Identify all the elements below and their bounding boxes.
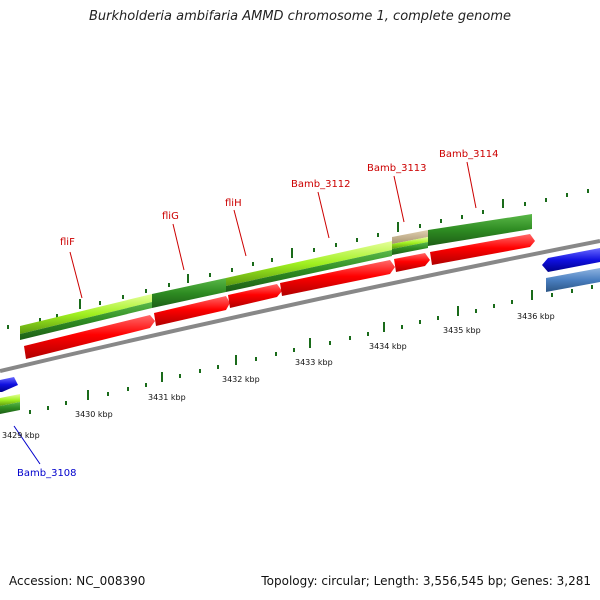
cds-track [24, 234, 535, 359]
inner-ticks [29, 285, 593, 414]
gene-bar[interactable] [392, 230, 428, 244]
gene-bar[interactable] [392, 237, 428, 249]
gene-bar[interactable] [392, 242, 428, 255]
gene-bar[interactable] [226, 241, 392, 286]
gene-label[interactable]: fliH [225, 198, 242, 209]
scale-label: 3433 kbp [295, 358, 333, 367]
gene-label[interactable]: Bamb_3114 [439, 149, 499, 160]
cds-arrow[interactable] [542, 248, 600, 272]
gene-bar[interactable] [0, 402, 20, 414]
cds-arrow[interactable] [228, 284, 282, 308]
gene-bar[interactable] [226, 250, 392, 292]
genome-summary-text: Topology: circular; Length: 3,556,545 bp… [261, 574, 591, 588]
gene-bar[interactable] [428, 214, 532, 246]
scale-label: 3436 kbp [517, 312, 555, 321]
gene-label[interactable]: fliG [162, 211, 179, 222]
gene-label[interactable]: Bamb_3113 [367, 163, 427, 174]
gene-label[interactable]: Bamb_3112 [291, 179, 351, 190]
cds-arrow[interactable] [154, 296, 230, 326]
scale-label: 3431 kbp [148, 393, 186, 402]
right-edge-features [542, 248, 600, 292]
cds-arrow[interactable] [430, 234, 535, 265]
gene-label[interactable]: fliF [60, 237, 75, 248]
scale-label: 3430 kbp [75, 410, 113, 419]
gene-labels: fliF fliG fliH Bamb_3112 Bamb_3113 Bamb_… [17, 149, 499, 479]
cds-arrow[interactable] [394, 253, 430, 272]
gene-track-upper [20, 214, 532, 340]
outer-ticks [7, 189, 589, 329]
map-title: Burkholderia ambifaria AMMD chromosome 1… [88, 9, 512, 24]
scale-label: 3429 kbp [2, 431, 40, 440]
gene-bar[interactable] [20, 302, 152, 340]
label-leaders [13, 161, 477, 465]
scale-labels: 3429 kbp 3430 kbp 3431 kbp 3432 kbp 3433… [2, 312, 555, 440]
gene-bar[interactable] [546, 268, 600, 292]
gene-bar[interactable] [20, 294, 152, 334]
cds-arrow[interactable] [24, 315, 155, 359]
scale-label: 3434 kbp [369, 342, 407, 351]
gene-bar[interactable] [152, 278, 226, 308]
scale-label: 3435 kbp [443, 326, 481, 335]
cds-arrow[interactable] [280, 260, 395, 296]
gene-bar[interactable] [0, 377, 18, 392]
accession-text: Accession: NC_008390 [9, 574, 146, 588]
left-edge-features [0, 377, 20, 414]
scale-label: 3432 kbp [222, 375, 260, 384]
gene-label[interactable]: Bamb_3108 [17, 468, 77, 479]
backbone [0, 239, 600, 373]
